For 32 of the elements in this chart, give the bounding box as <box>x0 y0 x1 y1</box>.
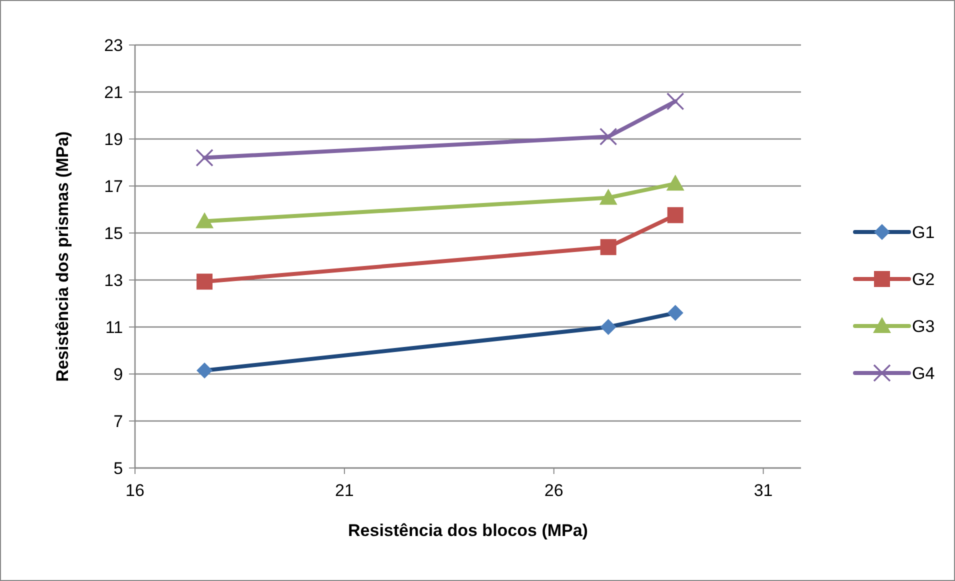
point <box>600 239 616 256</box>
legend-label: G2 <box>912 270 935 289</box>
legend-label: G3 <box>912 316 935 336</box>
y-tick-label: 17 <box>104 176 123 196</box>
x-tick-label: 16 <box>126 481 144 500</box>
x-tick-label: 21 <box>334 481 354 500</box>
x-axis-title: Resistência dos blocos (MPa) <box>348 521 588 540</box>
y-tick-label: 21 <box>104 82 123 102</box>
y-tick-label: 11 <box>105 318 123 337</box>
point <box>196 212 214 228</box>
point <box>666 174 684 191</box>
point <box>667 304 684 321</box>
point <box>196 274 213 290</box>
point <box>599 128 618 146</box>
x-tick-label: 26 <box>544 481 564 500</box>
y-tick-label: 15 <box>104 224 123 243</box>
legend-label: G4 <box>912 364 935 383</box>
y-axis-title: Resistência dos prismas (MPa) <box>53 131 72 382</box>
y-tick-label: 5 <box>114 458 123 478</box>
point <box>599 188 618 205</box>
x-tick-label: 31 <box>754 481 773 500</box>
y-tick-label: 19 <box>104 130 123 149</box>
y-tick-label: 23 <box>104 36 123 55</box>
point <box>667 207 684 224</box>
y-tick-label: 7 <box>114 412 123 431</box>
point <box>666 92 684 110</box>
y-tick-label: 9 <box>114 364 123 384</box>
legend-label: G1 <box>912 222 935 242</box>
point <box>196 362 213 378</box>
y-tick-label: 13 <box>104 270 123 290</box>
point <box>600 319 616 335</box>
point <box>196 148 214 167</box>
